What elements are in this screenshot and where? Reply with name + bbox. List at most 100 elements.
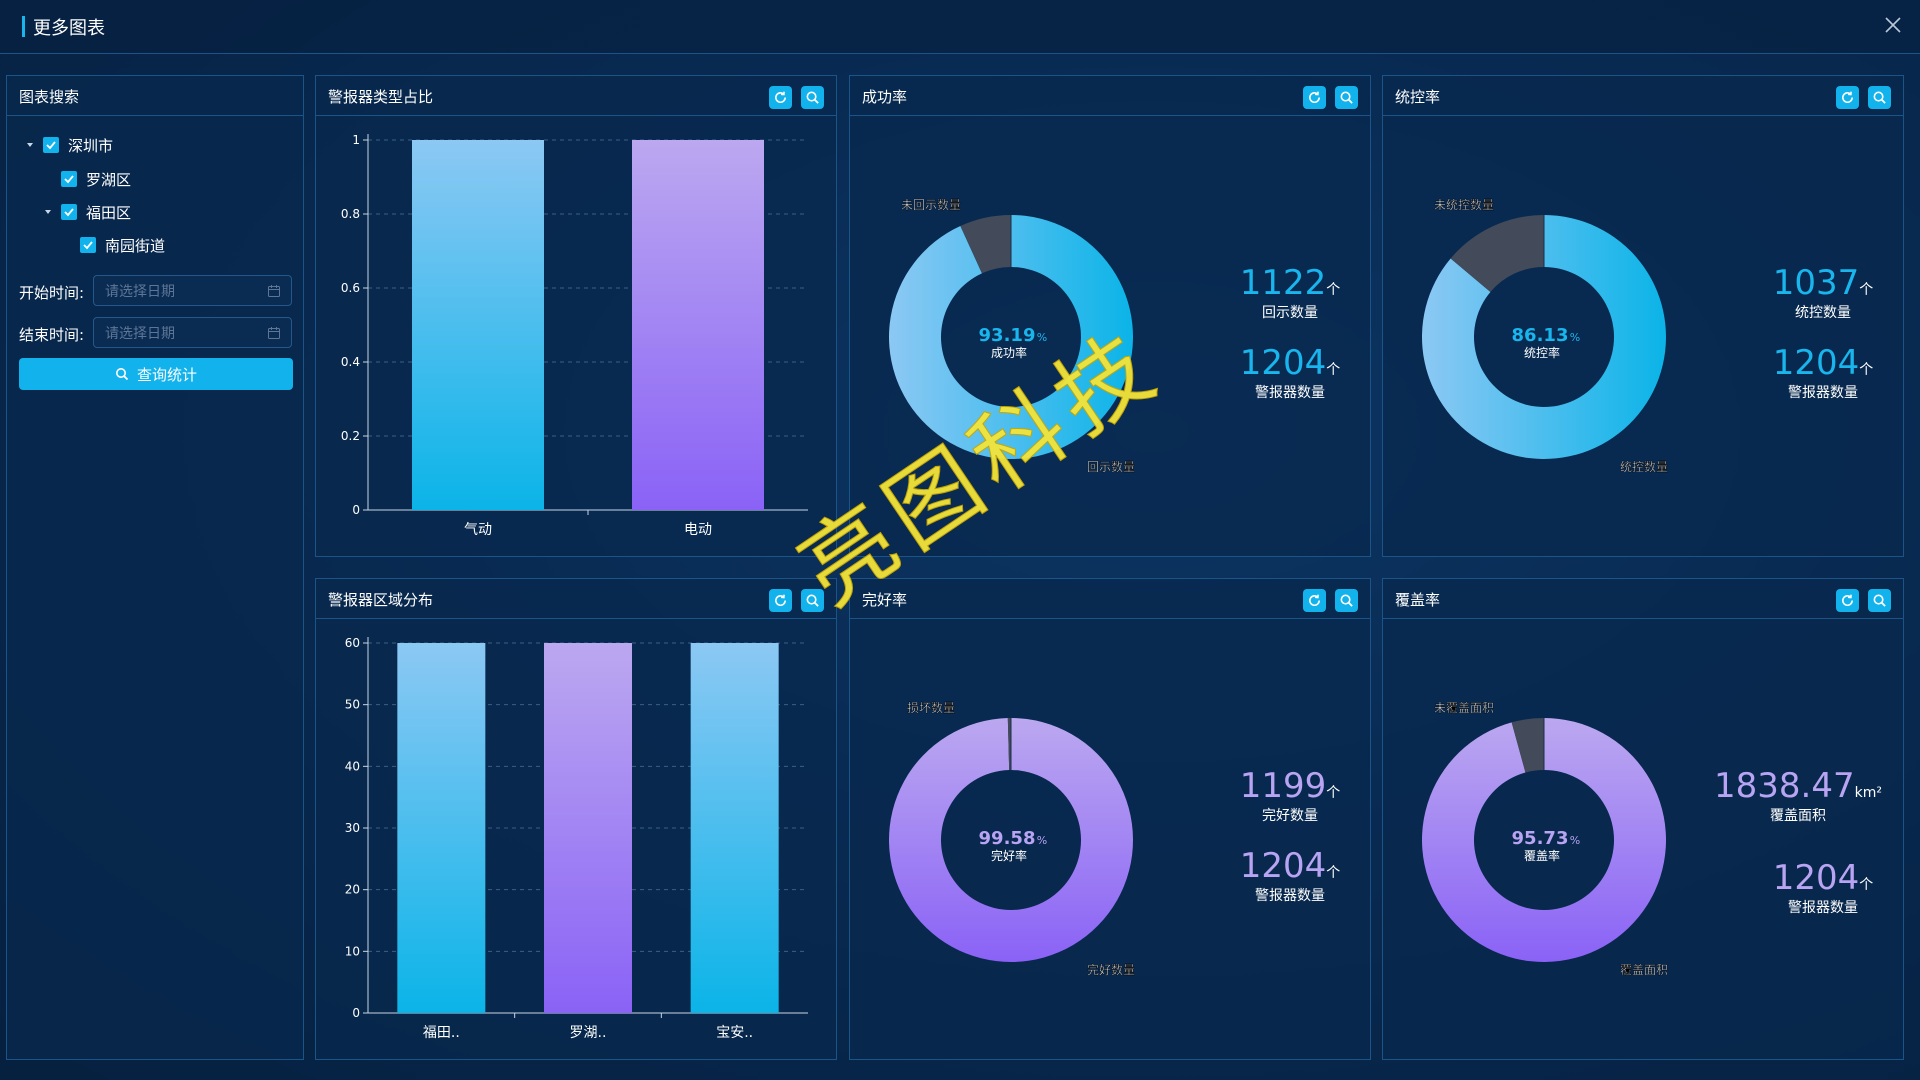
refresh-icon[interactable] bbox=[1836, 86, 1859, 109]
bar-2 bbox=[632, 140, 764, 510]
checkbox-checked-icon[interactable] bbox=[43, 137, 59, 153]
checkbox-checked-icon[interactable] bbox=[80, 237, 96, 253]
center-unit: % bbox=[1037, 331, 1047, 344]
y-tick-label: 0.2 bbox=[341, 429, 360, 443]
stat-unit: 个 bbox=[1326, 785, 1341, 801]
zoom-icon[interactable] bbox=[1868, 589, 1891, 612]
zoom-icon[interactable] bbox=[801, 589, 824, 612]
stat-2: 1204个 警报器数量 bbox=[1230, 847, 1350, 905]
stat-value: 1204 bbox=[1772, 343, 1860, 383]
caret-down-icon[interactable] bbox=[41, 205, 55, 219]
stat-unit: 个 bbox=[1326, 865, 1341, 881]
tree-node-luohu[interactable]: 罗湖区 bbox=[61, 167, 131, 191]
tree-node-futian[interactable]: 福田区 bbox=[41, 200, 131, 224]
x-tick-label: 福田.. bbox=[423, 1025, 460, 1041]
chart-panel-title: 完好率 bbox=[862, 591, 908, 609]
chart-panel-header: 成功率 bbox=[850, 76, 1370, 116]
y-tick-label: 1 bbox=[352, 133, 360, 147]
stat-unit: 个 bbox=[1326, 362, 1341, 378]
stat-2: 1204个 警报器数量 bbox=[1763, 859, 1883, 917]
chart-panel-title: 警报器区域分布 bbox=[328, 591, 434, 609]
stat-unit: 个 bbox=[1859, 877, 1874, 893]
stat-unit: 个 bbox=[1326, 282, 1341, 298]
stat-label: 统控数量 bbox=[1795, 305, 1851, 321]
tree-node-nanyuan[interactable]: 南园街道 bbox=[80, 233, 165, 257]
y-tick-label: 0.8 bbox=[341, 207, 360, 221]
refresh-icon[interactable] bbox=[769, 86, 792, 109]
stat-label: 覆盖面积 bbox=[1770, 808, 1826, 824]
stat-value: 1838.47 bbox=[1714, 766, 1855, 806]
chart-panel-header: 完好率 bbox=[850, 579, 1370, 619]
query-stats-button[interactable]: 查询统计 bbox=[19, 358, 293, 390]
slice-label-remainder: 未回示数量 bbox=[901, 197, 961, 212]
search-panel-title: 图表搜索 bbox=[19, 88, 80, 106]
y-tick-label: 0 bbox=[352, 503, 360, 517]
slice-label-main: 回示数量 bbox=[1087, 459, 1135, 474]
center-unit: % bbox=[1570, 331, 1580, 344]
tree-label: 深圳市 bbox=[68, 136, 114, 155]
tree-node-shenzhen[interactable]: 深圳市 bbox=[23, 133, 113, 157]
title-accent-bar bbox=[22, 16, 25, 37]
caret-down-icon[interactable] bbox=[23, 138, 37, 152]
start-time-label: 开始时间: bbox=[19, 284, 85, 302]
stat-value: 1204 bbox=[1239, 343, 1327, 383]
center-value: 95.73 bbox=[1512, 828, 1569, 849]
chart-panel-success: 成功率 93.19% 成功率 未回示数量 回示数量 1122个 回示数量 1204个 … bbox=[849, 75, 1371, 557]
bar-1 bbox=[397, 643, 486, 1013]
chart-panel-type-ratio: 警报器类型占比 0 0.2 0.4 0.6 0.8 1 气动 电动 bbox=[315, 75, 837, 557]
stat-2: 1204个 警报器数量 bbox=[1230, 344, 1350, 402]
chart-panel-title: 覆盖率 bbox=[1395, 591, 1441, 609]
zoom-icon[interactable] bbox=[1335, 86, 1358, 109]
dialog-title: 更多图表 bbox=[33, 18, 105, 39]
center-unit: % bbox=[1570, 834, 1580, 847]
donut-slice-remainder bbox=[1511, 718, 1544, 773]
y-tick-label: 40 bbox=[345, 759, 360, 773]
stat-label: 警报器数量 bbox=[1788, 900, 1858, 916]
stat-unit: 个 bbox=[1859, 282, 1874, 298]
x-tick-label: 电动 bbox=[684, 522, 712, 538]
center-value: 99.58 bbox=[979, 828, 1036, 849]
chart-panel-title: 警报器类型占比 bbox=[328, 88, 434, 106]
start-date-placeholder: 请选择日期 bbox=[105, 283, 175, 300]
refresh-icon[interactable] bbox=[769, 589, 792, 612]
slice-label-main: 统控数量 bbox=[1620, 459, 1668, 474]
chart-panel-header: 覆盖率 bbox=[1383, 579, 1903, 619]
checkbox-checked-icon[interactable] bbox=[61, 171, 77, 187]
center-label: 覆盖率 bbox=[1524, 848, 1560, 863]
y-tick-label: 0.4 bbox=[341, 355, 360, 369]
chart-panel-coverage: 覆盖率 95.73% 覆盖率 未覆盖面积 覆盖面积 1838.47km² 覆盖面积 1… bbox=[1382, 578, 1904, 1060]
start-date-input[interactable]: 请选择日期 bbox=[93, 275, 292, 306]
zoom-icon[interactable] bbox=[1335, 589, 1358, 612]
slice-label-remainder: 未统控数量 bbox=[1434, 197, 1494, 212]
end-time-label: 结束时间: bbox=[19, 326, 85, 344]
refresh-icon[interactable] bbox=[1303, 589, 1326, 612]
close-icon[interactable] bbox=[1880, 12, 1906, 38]
calendar-icon bbox=[268, 285, 280, 297]
refresh-icon[interactable] bbox=[1836, 589, 1859, 612]
search-icon bbox=[115, 368, 129, 381]
donut-slice-remainder bbox=[1450, 215, 1544, 292]
donut-slice-remainder bbox=[960, 215, 1011, 274]
donut-slice-main bbox=[1422, 718, 1666, 962]
y-tick-label: 0 bbox=[352, 1006, 360, 1020]
bar-2 bbox=[544, 643, 632, 1013]
chart-panel-header: 警报器类型占比 bbox=[316, 76, 836, 116]
stat-1: 1838.47km² 覆盖面积 bbox=[1713, 767, 1883, 825]
center-unit: % bbox=[1037, 834, 1047, 847]
stat-unit: km² bbox=[1854, 785, 1882, 801]
zoom-icon[interactable] bbox=[1868, 86, 1891, 109]
end-date-input[interactable]: 请选择日期 bbox=[93, 317, 292, 348]
stat-label: 回示数量 bbox=[1262, 305, 1318, 321]
zoom-icon[interactable] bbox=[801, 86, 824, 109]
checkbox-checked-icon[interactable] bbox=[61, 204, 77, 220]
y-tick-label: 30 bbox=[345, 821, 360, 835]
calendar-icon bbox=[268, 327, 280, 339]
dialog-header: 更多图表 bbox=[0, 0, 1920, 54]
y-tick-label: 50 bbox=[345, 698, 360, 712]
refresh-icon[interactable] bbox=[1303, 86, 1326, 109]
tree-label: 南园街道 bbox=[105, 236, 166, 255]
chart-panel-title: 统控率 bbox=[1395, 88, 1441, 106]
center-label: 完好率 bbox=[991, 848, 1027, 863]
